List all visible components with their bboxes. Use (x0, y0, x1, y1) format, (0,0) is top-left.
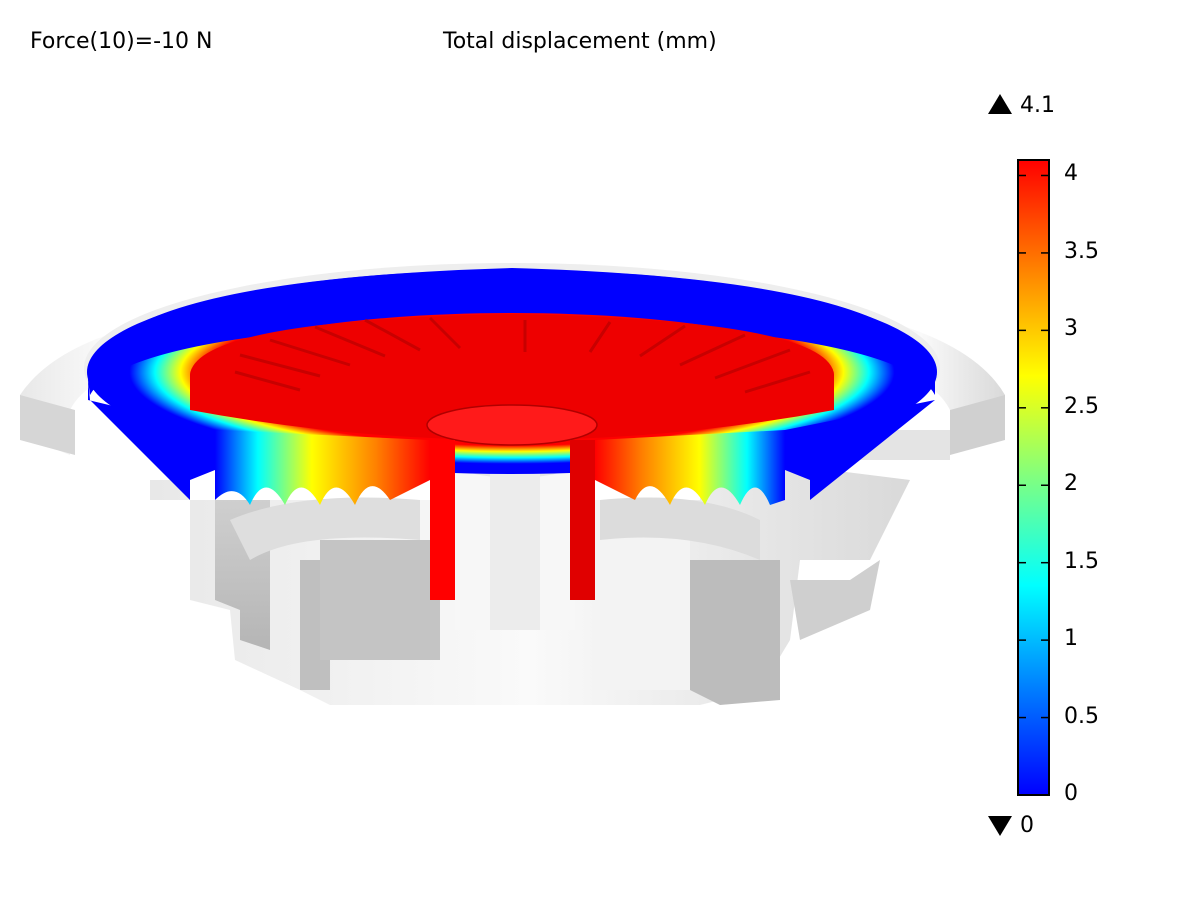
parameter-label: Force(10)=-10 N (30, 29, 213, 54)
cone-surround (84, 263, 940, 600)
colorbar-tick-label: 2.5 (1064, 393, 1099, 419)
colorbar-tick-label: 3.5 (1064, 238, 1099, 264)
colorbar-tick-label: 0.5 (1064, 703, 1099, 729)
colorbar-gradient (1017, 159, 1050, 796)
min-marker-icon (988, 816, 1012, 836)
colorbar-tick-label: 1 (1064, 626, 1078, 652)
colorbar-tick-label: 3 (1064, 316, 1078, 342)
colorbar-tick-label: 0 (1064, 781, 1078, 806)
max-marker-icon (988, 94, 1012, 114)
plot-title: Total displacement (mm) (443, 29, 717, 54)
colorbar-tick-label: 2 (1064, 471, 1078, 497)
colorbar-tick-label: 4 (1064, 161, 1078, 187)
color-legend (988, 94, 1050, 836)
colorbar-tick-label: 1.5 (1064, 548, 1099, 574)
max-marker-label: 4.1 (1020, 93, 1055, 118)
min-marker-label: 0 (1020, 813, 1034, 838)
